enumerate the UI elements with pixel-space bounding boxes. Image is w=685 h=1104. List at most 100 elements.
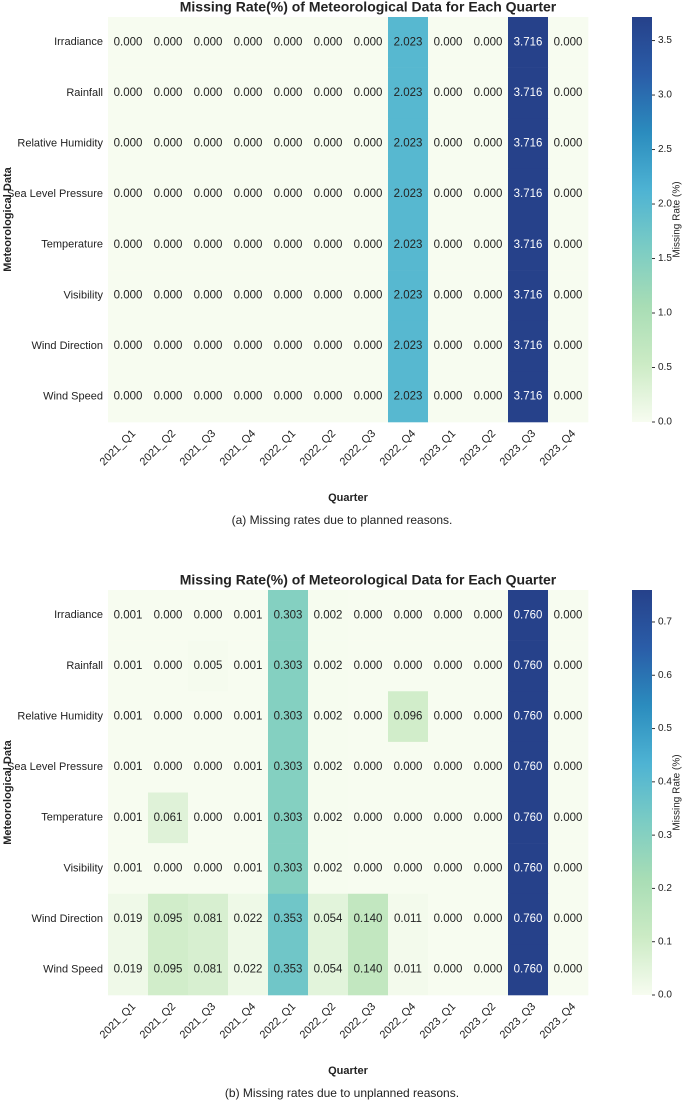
cell-label: 0.001 — [234, 862, 263, 874]
heatmap-cell — [108, 944, 149, 996]
cell-label: 0.000 — [474, 188, 503, 200]
heatmap-cell — [428, 371, 469, 423]
colorbar-tick-label: 0.2 — [658, 883, 672, 894]
x-tick-label: 2022_Q1 — [258, 428, 298, 468]
cell-label: 0.002 — [314, 812, 343, 824]
cell-label: 0.000 — [354, 340, 383, 352]
cell-label: 0.001 — [114, 812, 143, 824]
heatmap-cell — [188, 741, 229, 793]
cell-label: 0.000 — [114, 289, 143, 301]
heatmap-cell — [348, 270, 389, 322]
colorbar-label: Missing Rate (%) — [672, 181, 683, 257]
cell-label: 0.002 — [314, 711, 343, 723]
heatmap-cell — [268, 371, 309, 423]
cell-label: 0.000 — [554, 761, 583, 773]
cell-label: 0.000 — [554, 711, 583, 723]
heatmap-cell — [548, 168, 589, 220]
cell-label: 0.000 — [434, 340, 463, 352]
cell-label: 0.061 — [154, 812, 183, 824]
cell-label: 0.000 — [154, 609, 183, 621]
heatmap-cell — [548, 843, 589, 895]
heatmap-cell — [548, 118, 589, 170]
cell-label: 0.000 — [194, 289, 223, 301]
cell-label: 0.353 — [274, 964, 303, 976]
cell-label: 0.000 — [154, 711, 183, 723]
heatmap-cell — [548, 371, 589, 423]
heatmap-cell — [148, 270, 189, 322]
heatmap-cell — [548, 893, 589, 945]
cell-label: 0.000 — [234, 391, 263, 403]
y-tick-label: Rainfall — [66, 87, 103, 99]
cell-label: 0.000 — [394, 660, 423, 672]
heatmap-cell — [148, 893, 189, 945]
heatmap-cell — [228, 168, 269, 220]
heatmap-cell — [268, 17, 309, 68]
cell-label: 0.019 — [114, 913, 143, 925]
cell-label: 0.000 — [554, 138, 583, 150]
cell-label: 2.023 — [394, 391, 423, 403]
heatmap-cell — [188, 320, 229, 372]
heatmap-cell — [468, 17, 509, 68]
cell-label: 0.000 — [234, 239, 263, 251]
heatmap-cell — [268, 792, 309, 844]
colorbar-tick-label: 0.3 — [658, 830, 672, 841]
heatmap-cell — [108, 270, 149, 322]
x-tick-label: 2023_Q3 — [498, 428, 538, 468]
cell-label: 0.000 — [554, 660, 583, 672]
heatmap-cell — [108, 67, 149, 119]
heatmap-cell — [228, 792, 269, 844]
cell-label: 0.000 — [234, 340, 263, 352]
cell-label: 0.081 — [194, 913, 223, 925]
x-tick-label: 2023_Q2 — [458, 1001, 498, 1041]
heatmap-cell — [308, 371, 349, 423]
heatmap-cell — [228, 640, 269, 692]
colorbar-tick-label: 3.0 — [658, 90, 672, 101]
heatmap-cell — [308, 118, 349, 170]
x-tick-label: 2023_Q1 — [418, 428, 458, 468]
colorbar-tick-label: 3.5 — [658, 35, 672, 46]
heatmap-cell — [468, 792, 509, 844]
heatmap-cell — [348, 893, 389, 945]
colorbar-tick-label: 2.5 — [658, 144, 672, 155]
x-tick-label: 2022_Q1 — [258, 1001, 298, 1041]
cell-label: 0.081 — [194, 964, 223, 976]
cell-label: 2.023 — [394, 138, 423, 150]
cell-label: 0.002 — [314, 609, 343, 621]
heatmap-cell — [268, 893, 309, 945]
cell-label: 0.000 — [194, 188, 223, 200]
heatmap-cell — [148, 792, 189, 844]
heatmap-cell — [268, 944, 309, 996]
heatmap-cell — [508, 118, 549, 170]
heatmap-cell — [508, 270, 549, 322]
heatmap-cell — [388, 320, 429, 372]
x-axis-label: Quarter — [328, 492, 368, 504]
cell-label: 0.000 — [554, 340, 583, 352]
cell-label: 0.000 — [474, 812, 503, 824]
heatmap-cell — [268, 320, 309, 372]
heatmap-cell — [388, 792, 429, 844]
heatmap-cell — [468, 67, 509, 119]
heatmap-cell — [188, 843, 229, 895]
heatmap-cell — [388, 17, 429, 68]
heatmap-cell — [348, 17, 389, 68]
heatmap-cell — [348, 843, 389, 895]
cell-label: 0.000 — [554, 862, 583, 874]
y-tick-label: Wind Speed — [43, 391, 103, 403]
heatmap-cell — [188, 691, 229, 743]
y-tick-label: Visibility — [63, 862, 103, 874]
cell-label: 0.005 — [194, 660, 223, 672]
heatmap-cell — [348, 320, 389, 372]
heatmap-cell — [308, 219, 349, 271]
heatmap-cell — [228, 219, 269, 271]
cell-label: 0.000 — [314, 36, 343, 48]
cell-label: 0.000 — [194, 138, 223, 150]
heatmap-cell — [268, 118, 309, 170]
cell-label: 0.001 — [114, 660, 143, 672]
heatmap-cell — [188, 67, 229, 119]
chart-title: Missing Rate(%) of Meteorological Data f… — [180, 0, 557, 15]
cell-label: 0.000 — [394, 609, 423, 621]
cell-label: 0.001 — [234, 812, 263, 824]
heatmap-cell — [188, 168, 229, 220]
heatmap-cell — [108, 118, 149, 170]
